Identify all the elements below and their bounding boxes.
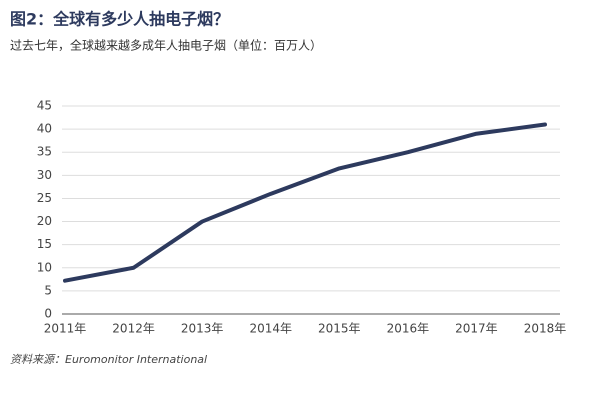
y-tick-label: 45 <box>37 99 52 113</box>
y-tick-label: 30 <box>37 168 52 182</box>
x-tick-label: 2015年 <box>318 322 361 336</box>
y-tick-label: 20 <box>37 214 52 228</box>
x-tick-label: 2018年 <box>524 322 567 336</box>
x-tick-label: 2016年 <box>387 322 430 336</box>
data-line <box>63 122 547 283</box>
y-tick-label: 25 <box>37 191 52 205</box>
x-tick-label: 2011年 <box>44 322 87 336</box>
y-tick-label: 15 <box>37 237 52 251</box>
chart-title: 图2：全球有多少人抽电子烟？ <box>10 10 229 29</box>
x-tick-label: 2017年 <box>455 322 498 336</box>
y-tick-label: 5 <box>44 283 52 297</box>
source-note: 资料来源：Euromonitor International <box>10 353 207 366</box>
y-tick-label: 0 <box>44 307 52 321</box>
y-tick-label: 40 <box>37 122 52 136</box>
chart-subtitle: 过去七年，全球越来越多成年人抽电子烟（单位：百万人） <box>10 38 322 53</box>
x-tick-label: 2013年 <box>181 322 224 336</box>
x-tick-label: 2012年 <box>112 322 155 336</box>
y-tick-label: 10 <box>37 260 52 274</box>
y-tick-label: 35 <box>37 145 52 159</box>
x-tick-label: 2014年 <box>249 322 292 336</box>
